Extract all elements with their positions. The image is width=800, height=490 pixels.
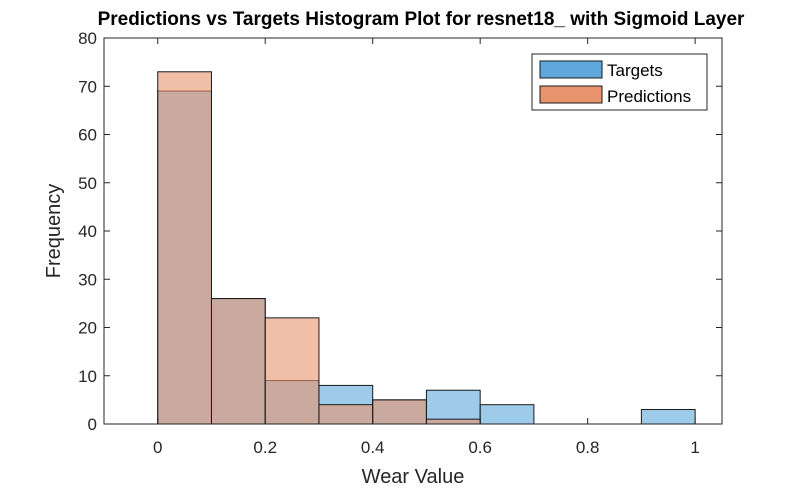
legend-swatch-targets bbox=[539, 60, 603, 79]
bar-predictions-2 bbox=[264, 317, 320, 425]
x-tick-label-3: 0.6 bbox=[468, 438, 492, 457]
bar-predictions-0 bbox=[157, 71, 212, 425]
plot-frame bbox=[103, 37, 723, 425]
y-tick-label-3: 30 bbox=[78, 270, 97, 289]
legend-label-predictions: Predictions bbox=[607, 87, 691, 106]
legend: Targets Predictions bbox=[531, 53, 708, 111]
bar-predictions-4 bbox=[372, 399, 427, 425]
y-axis-label: Frequency bbox=[43, 184, 65, 279]
legend-swatch-predictions bbox=[539, 85, 603, 104]
y-tick-label-8: 80 bbox=[78, 29, 97, 48]
bar-predictions-1 bbox=[210, 298, 266, 425]
bar-predictions-5 bbox=[425, 418, 481, 425]
x-tick-label-4: 0.8 bbox=[576, 438, 600, 457]
x-tick-label-0: 0 bbox=[153, 438, 162, 457]
bars-group bbox=[157, 71, 696, 425]
bar-targets-5 bbox=[425, 389, 481, 425]
x-tick-label-5: 1 bbox=[690, 438, 699, 457]
x-tick-label-2: 0.4 bbox=[361, 438, 385, 457]
chart-title: Predictions vs Targets Histogram Plot fo… bbox=[98, 9, 745, 30]
y-tick-label-0: 0 bbox=[88, 415, 97, 434]
axes-group: 0 10 20 30 40 50 60 70 80 0 0.2 0.4 0.6 0.8 1 bbox=[78, 29, 722, 457]
legend-label-targets: Targets bbox=[607, 61, 663, 80]
bar-targets-9 bbox=[640, 409, 696, 425]
y-tick-label-1: 10 bbox=[78, 367, 97, 386]
x-tick-label-1: 0.2 bbox=[253, 438, 277, 457]
y-tick-label-4: 40 bbox=[78, 222, 97, 241]
y-tick-label-2: 20 bbox=[78, 319, 97, 338]
x-axis-label: Wear Value bbox=[362, 466, 465, 488]
bar-predictions-3 bbox=[318, 404, 374, 425]
y-tick-label-7: 70 bbox=[78, 77, 97, 96]
y-tick-label-5: 50 bbox=[78, 174, 97, 193]
bar-targets-6 bbox=[479, 404, 535, 425]
y-tick-label-6: 60 bbox=[78, 126, 97, 145]
